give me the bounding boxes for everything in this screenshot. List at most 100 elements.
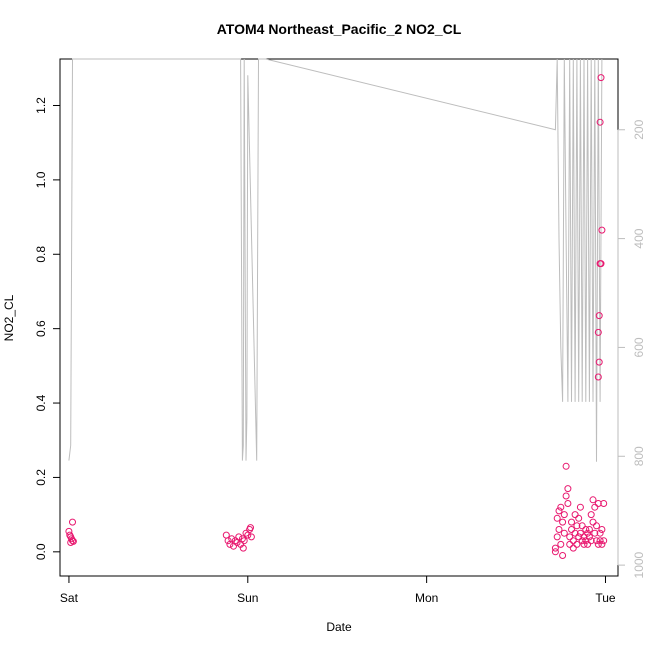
data-point: [571, 529, 579, 537]
y-right-tick-label: 600: [632, 337, 646, 357]
data-point: [578, 537, 586, 545]
x-tick-label: Sun: [237, 591, 258, 605]
data-point: [585, 526, 593, 533]
data-point: [566, 533, 574, 541]
data-point: [238, 535, 246, 543]
data-point: [595, 312, 603, 320]
data-point: [559, 518, 567, 526]
data-point: [587, 511, 595, 519]
y-tick-label: 0.6: [34, 320, 48, 337]
y-tick-label: 0.0: [34, 543, 48, 560]
x-axis-label: Date: [326, 620, 352, 634]
data-point: [582, 537, 590, 545]
data-point: [584, 529, 592, 537]
data-point: [596, 118, 604, 126]
data-point: [580, 540, 588, 548]
data-point: [573, 540, 581, 548]
y-right-tick-label: 200: [632, 119, 646, 139]
data-point: [578, 522, 586, 530]
y-tick-label: 0.8: [34, 246, 48, 263]
x-axis: Sat Sun Mon Tue: [60, 575, 616, 605]
data-point: [560, 529, 568, 537]
y-right-tick-label: 1000: [632, 551, 646, 578]
data-point: [557, 540, 565, 548]
x-tick-label: Sat: [60, 591, 79, 605]
point-series-group: [65, 74, 608, 559]
y-axis-right: 200 400 600 800 1000: [617, 119, 646, 578]
data-point: [562, 492, 570, 500]
data-point: [551, 548, 559, 556]
data-point: [597, 74, 605, 82]
data-point: [594, 373, 602, 381]
data-point: [573, 522, 581, 530]
chart-title: ATOM4 Northeast_Pacific_2 NO2_CL: [217, 21, 462, 37]
data-point: [564, 500, 572, 507]
data-point: [593, 537, 600, 545]
data-point: [589, 518, 597, 526]
plot-frame: [59, 58, 619, 577]
data-point: [551, 544, 559, 552]
data-point: [69, 518, 76, 526]
data-point: [555, 526, 563, 533]
data-point: [596, 529, 604, 537]
data-point: [562, 462, 570, 470]
data-point: [247, 524, 254, 532]
data-point: [226, 540, 234, 548]
data-point: [67, 533, 75, 541]
y-axis-label: NO2_CL: [2, 294, 16, 341]
data-point: [568, 526, 575, 533]
data-point: [598, 526, 606, 533]
data-point: [231, 537, 239, 545]
y-tick-label: 1.2: [34, 97, 48, 114]
data-point: [560, 511, 568, 519]
y-tick-label: 1.0: [34, 171, 48, 188]
data-point: [594, 540, 602, 548]
data-point: [566, 540, 574, 548]
x-tick-label: Tue: [595, 591, 616, 605]
data-point: [596, 537, 604, 545]
data-point: [575, 533, 583, 541]
data-point: [585, 533, 593, 541]
data-point: [576, 503, 584, 511]
data-point: [594, 500, 602, 507]
data-point: [595, 358, 603, 366]
x-tick-label: Mon: [415, 591, 438, 605]
data-point: [235, 533, 243, 541]
data-point: [587, 537, 595, 545]
data-point: [569, 544, 577, 552]
data-point: [553, 533, 561, 541]
y-right-tick-label: 400: [632, 228, 646, 248]
data-point: [575, 514, 583, 522]
data-point: [584, 540, 592, 548]
data-point: [569, 537, 577, 545]
data-point: [576, 529, 584, 537]
data-point: [589, 496, 597, 504]
data-point: [568, 518, 575, 526]
data-point: [593, 522, 600, 530]
data-point: [224, 537, 232, 545]
y-tick-label: 0.4: [34, 394, 48, 411]
data-point: [222, 531, 230, 539]
data-point: [228, 535, 236, 543]
y-right-tick-label: 800: [632, 446, 646, 466]
data-point: [600, 500, 608, 507]
y-axis: 0.0 0.2 0.4 0.6 0.8 1.0 1.2: [34, 97, 61, 560]
data-point: [564, 485, 572, 493]
data-point: [580, 533, 588, 541]
data-point: [571, 511, 579, 519]
data-point: [600, 537, 608, 545]
y-tick-label: 0.2: [34, 469, 48, 486]
data-point: [598, 540, 606, 548]
data-point: [594, 328, 602, 336]
data-point: [591, 529, 599, 537]
data-point: [598, 226, 606, 234]
data-point: [582, 526, 590, 533]
data-point: [247, 533, 255, 541]
line-series-group: [68, 58, 603, 462]
data-point: [553, 514, 561, 522]
data-point: [69, 537, 76, 545]
data-point: [591, 503, 599, 511]
data-point: [557, 503, 565, 511]
data-point: [555, 507, 563, 515]
